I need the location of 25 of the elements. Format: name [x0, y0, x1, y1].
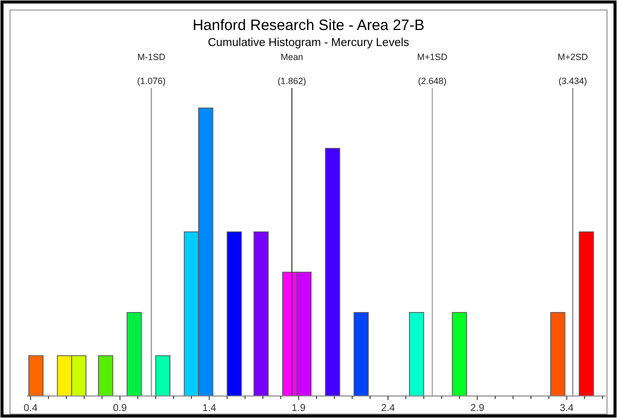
x-tick-label: 3.4: [560, 403, 574, 414]
text: Mean (1.862): [278, 52, 306, 86]
bar: [155, 355, 170, 396]
chart-title: Hanford Research Site - Area 27-B: [192, 17, 424, 34]
x-tick-label: 0.4: [24, 403, 38, 414]
bar: [226, 231, 242, 396]
chart-subtitle: Cumulative Histogram - Mercury Levels: [208, 37, 410, 49]
bar: [550, 312, 566, 396]
text: M+2SD (3.434): [558, 52, 588, 86]
x-tick-label: 2.9: [470, 403, 485, 414]
bar: [325, 148, 340, 396]
text: M+1SD (2.648): [417, 52, 448, 86]
bar: [452, 312, 468, 396]
x-tick-label: 1.9: [292, 403, 306, 414]
bar: [254, 231, 269, 396]
bar: [28, 355, 44, 396]
bar: [126, 312, 142, 396]
bar: [98, 355, 114, 396]
bar: [578, 231, 594, 396]
x-tick-label: 0.9: [112, 403, 128, 414]
x-tick-label: 2.4: [381, 403, 396, 414]
bar: [409, 312, 424, 396]
bar: [354, 312, 369, 396]
text: M-1SD (1.076): [137, 52, 166, 86]
x-tick-label: 1.4: [202, 403, 217, 414]
